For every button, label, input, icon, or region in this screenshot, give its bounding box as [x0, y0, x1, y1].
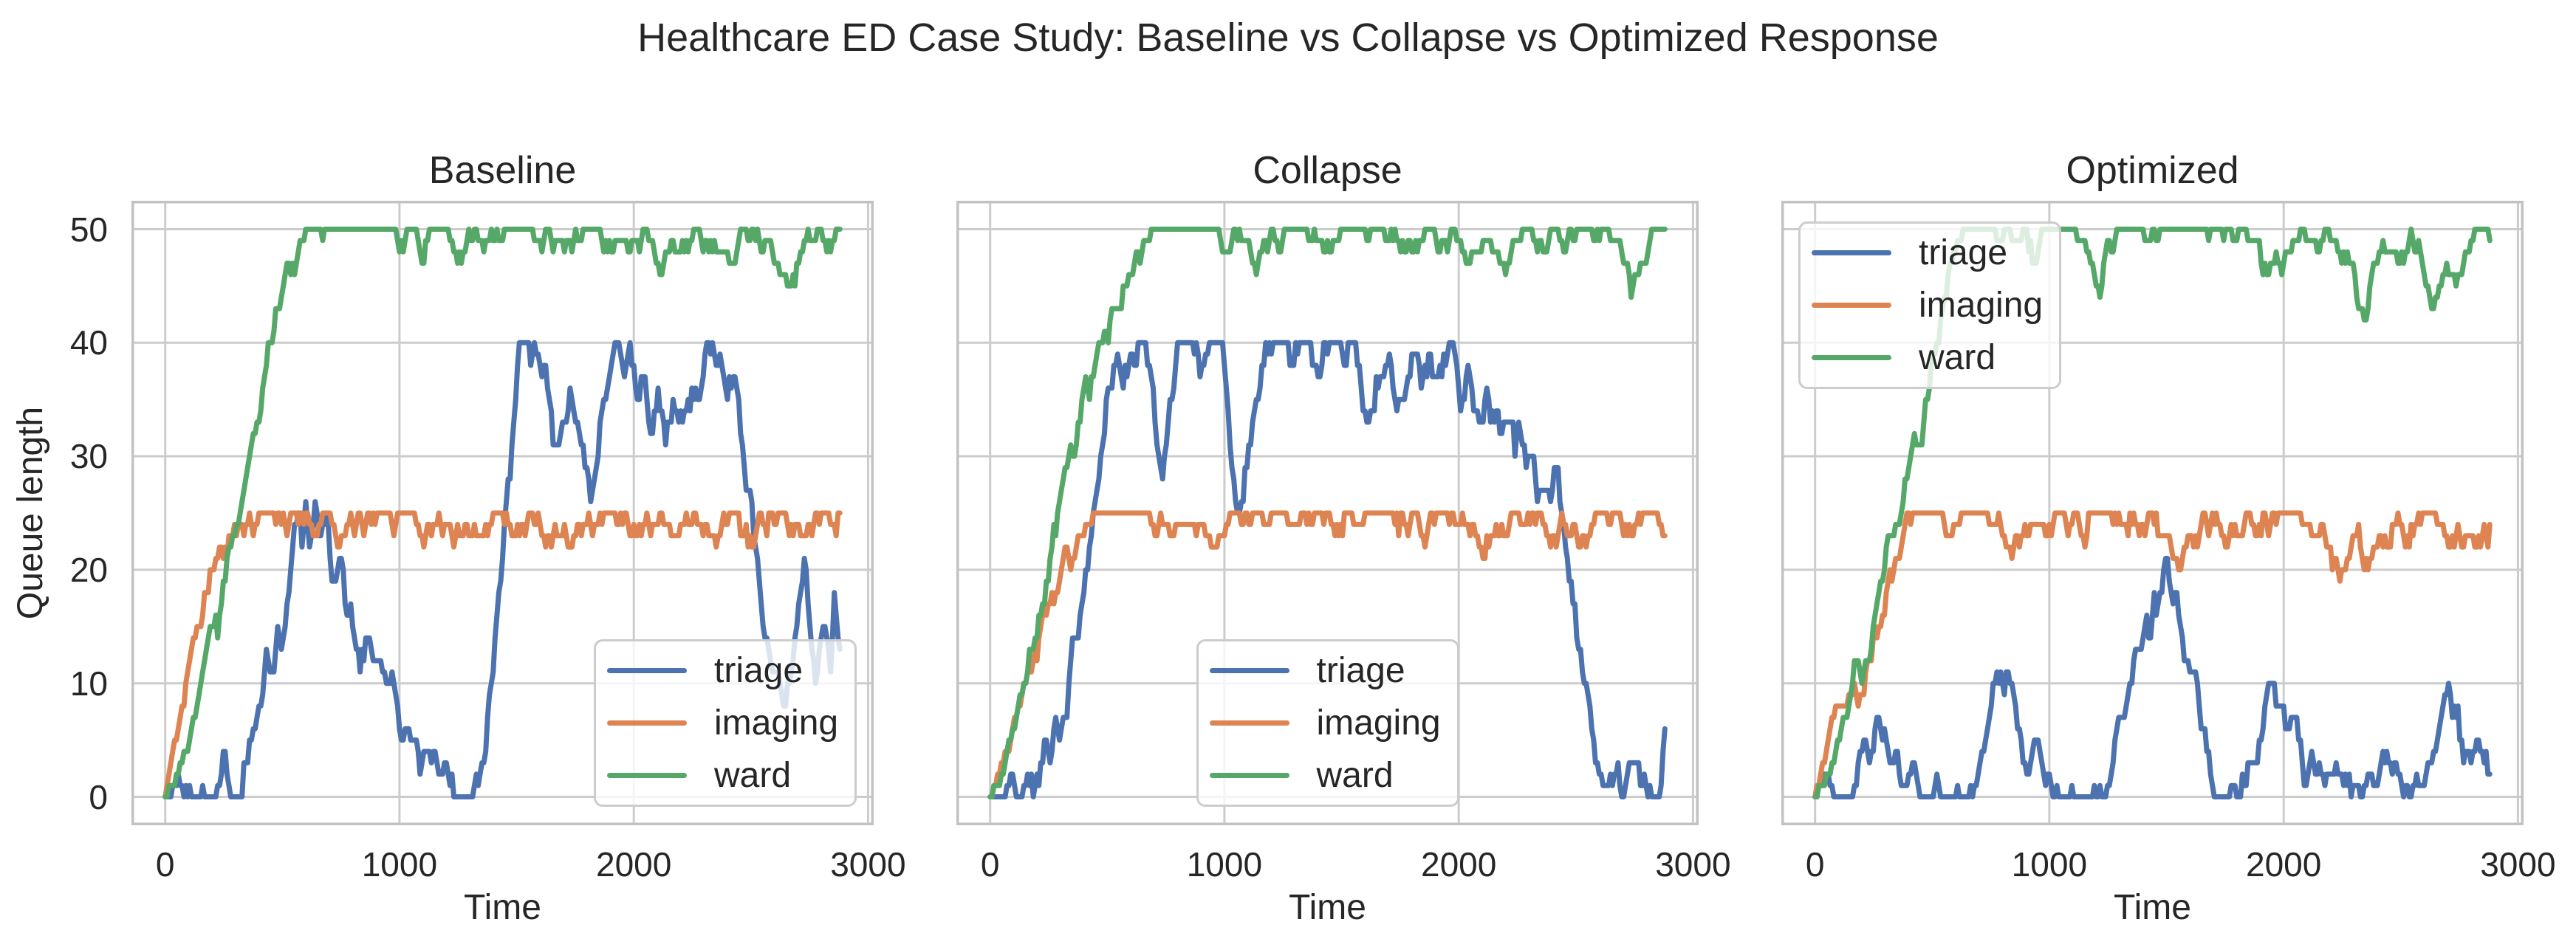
plot-area-collapse — [956, 201, 1699, 825]
x-tick-label: 1000 — [2011, 845, 2088, 884]
legend-entry-imaging: imaging — [1209, 697, 1457, 749]
series-ward-line — [162, 227, 843, 799]
x-tick-label: 2000 — [596, 845, 672, 884]
legend-collapse: triage imaging ward — [1196, 639, 1459, 807]
legend-label-triage: triage — [714, 650, 804, 690]
x-tick-label: 0 — [980, 845, 1000, 884]
series-triage-line — [162, 340, 843, 799]
subplot-title-optimized: Optimized — [2066, 149, 2239, 192]
legend-label-imaging: imaging — [1919, 285, 2044, 325]
legend-label-imaging: imaging — [714, 703, 839, 743]
legend-line-swatch-imaging — [1209, 720, 1289, 726]
x-tick-label: 0 — [155, 845, 175, 884]
legend-label-triage: triage — [1316, 650, 1405, 690]
series-imaging-line — [1812, 510, 2493, 799]
x-tick-label: 2000 — [1421, 845, 1497, 884]
y-tick-label: 0 — [89, 777, 108, 816]
series-triage-line — [987, 340, 1668, 799]
legend-optimized: triage imaging ward — [1798, 221, 2061, 389]
axes-border — [956, 201, 1699, 825]
legend-label-triage: triage — [1919, 233, 2008, 272]
legend-entry-triage: triage — [1812, 227, 2059, 279]
y-tick-label: 50 — [69, 210, 108, 249]
series-imaging-line — [987, 510, 1668, 799]
legend-entry-ward: ward — [1209, 749, 1457, 802]
y-tick-label: 20 — [69, 550, 108, 589]
x-tick-label: 2000 — [2246, 845, 2322, 884]
legend-entry-triage: triage — [607, 644, 854, 697]
legend-entry-ward: ward — [607, 749, 854, 802]
series-imaging-line — [162, 510, 843, 799]
legend-line-swatch-triage — [1812, 250, 1891, 255]
series-triage-line — [1812, 556, 2493, 799]
legend-label-ward: ward — [1919, 337, 1996, 377]
legend-line-swatch-triage — [607, 668, 687, 673]
legend-label-imaging: imaging — [1316, 703, 1441, 743]
legend-entry-ward: ward — [1812, 331, 2059, 384]
legend-entry-triage: triage — [1209, 644, 1457, 697]
legend-entry-imaging: imaging — [607, 697, 854, 749]
legend-line-swatch-imaging — [607, 720, 687, 726]
legend-line-swatch-imaging — [1812, 303, 1891, 308]
x-tick-label: 1000 — [361, 845, 438, 884]
legend-line-swatch-ward — [607, 773, 687, 778]
legend-entry-imaging: imaging — [1812, 279, 2059, 331]
x-tick-label: 3000 — [830, 845, 906, 884]
x-axis-label-optimized: Time — [2114, 888, 2191, 927]
y-tick-label: 30 — [69, 437, 108, 476]
axes-border — [1781, 201, 2524, 825]
legend-baseline: triage imaging ward — [594, 639, 857, 807]
series-ward-line — [1812, 227, 2493, 799]
x-axis-label-baseline: Time — [464, 888, 541, 927]
y-tick-label: 40 — [69, 323, 108, 362]
y-tick-label: 10 — [69, 664, 108, 703]
y-axis-label: Queue length — [11, 406, 50, 620]
plot-area-baseline — [131, 201, 874, 825]
axes-border — [131, 201, 874, 825]
legend-line-swatch-ward — [1209, 773, 1289, 778]
series-ward-line — [987, 227, 1668, 799]
x-axis-label-collapse: Time — [1289, 888, 1366, 927]
x-tick-label: 3000 — [2480, 845, 2556, 884]
x-tick-label: 0 — [1805, 845, 1825, 884]
x-tick-label: 1000 — [1186, 845, 1263, 884]
subplot-title-baseline: Baseline — [428, 149, 577, 192]
legend-line-swatch-triage — [1209, 668, 1289, 673]
figure-title: Healthcare ED Case Study: Baseline vs Co… — [637, 16, 1939, 60]
subplot-title-collapse: Collapse — [1253, 149, 1402, 192]
x-tick-label: 3000 — [1655, 845, 1731, 884]
legend-label-ward: ward — [714, 755, 792, 795]
legend-label-ward: ward — [1316, 755, 1394, 795]
legend-line-swatch-ward — [1812, 355, 1891, 360]
